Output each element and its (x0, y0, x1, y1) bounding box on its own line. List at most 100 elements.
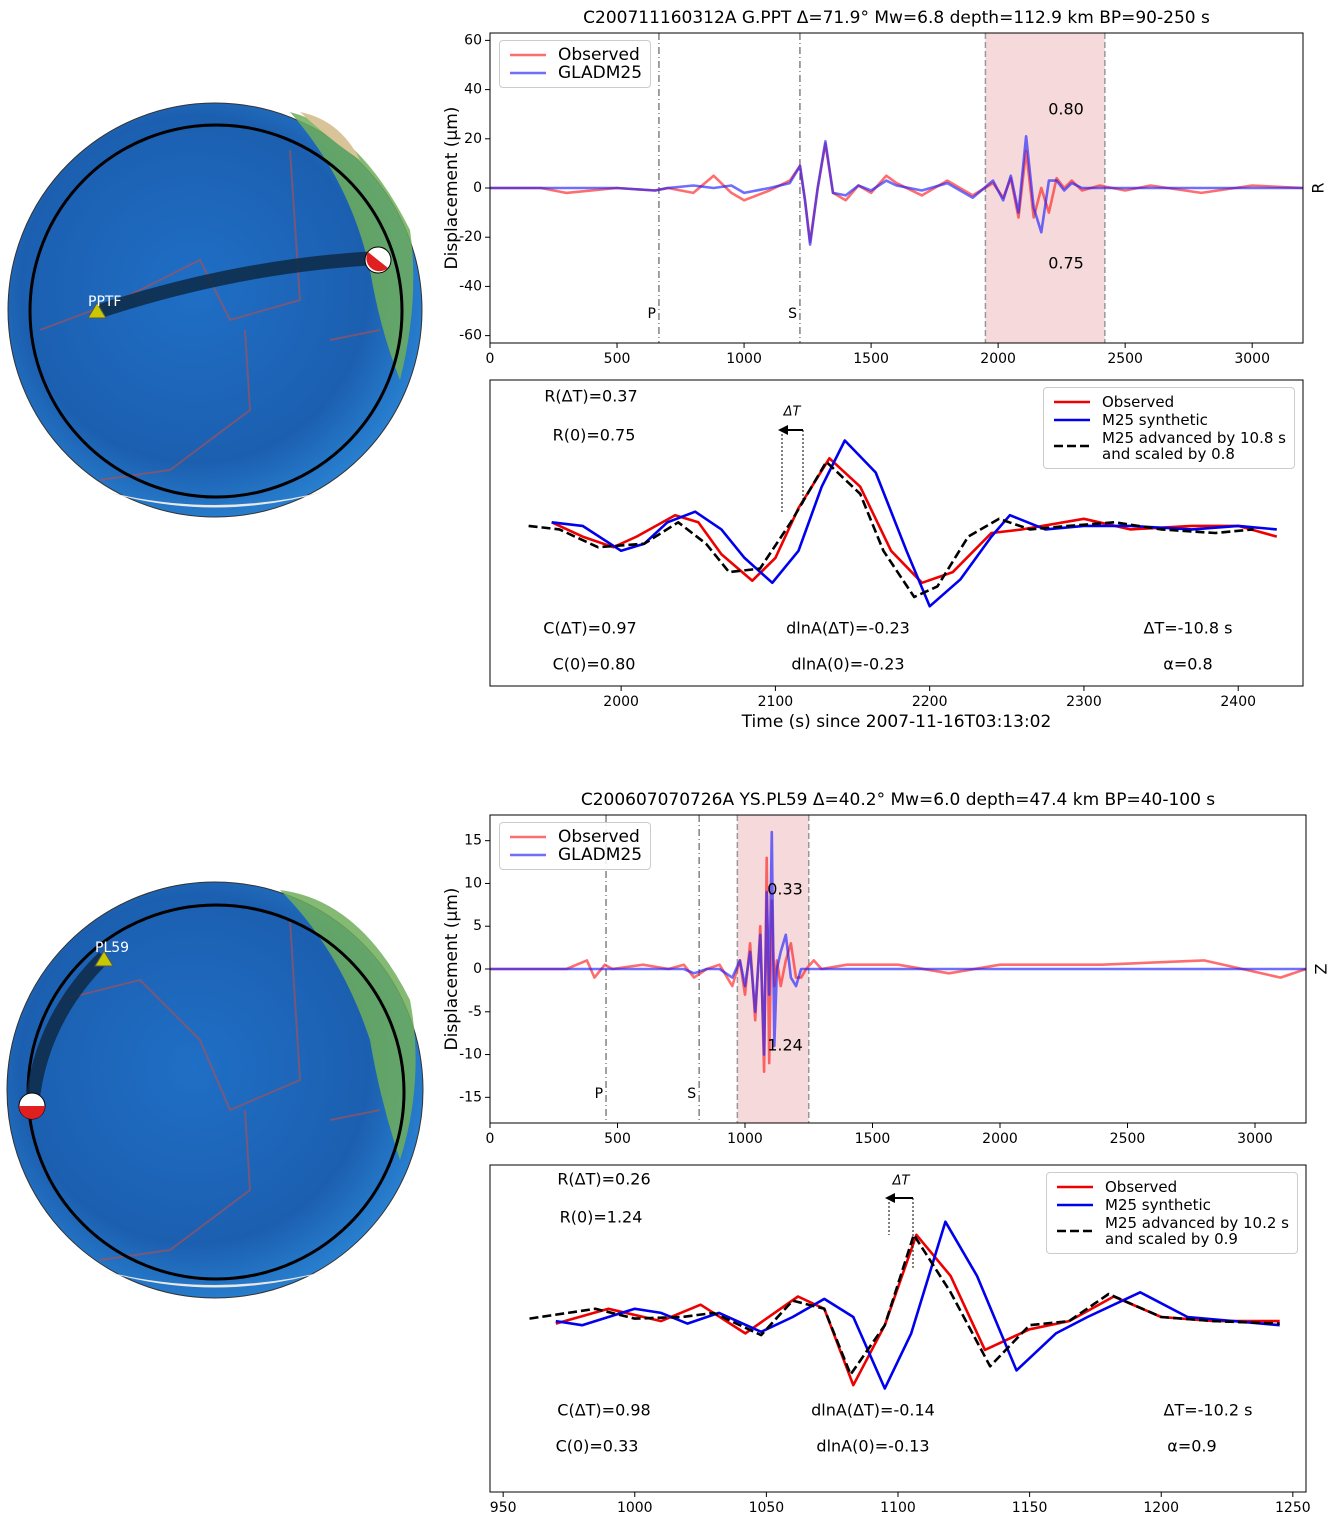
station-label: PPTF (88, 294, 122, 310)
legend: Observed M25 synthetic M25 advanced by 10.… (1043, 387, 1295, 469)
x-tick-label: 500 (604, 1131, 631, 1147)
legend-swatch (510, 53, 546, 57)
x-axis-label: Time (s) since 2007-11-16T03:13:02 (741, 712, 1052, 732)
globe-map: PPTF (7, 102, 423, 518)
y-tick-label: -20 (459, 229, 482, 245)
legend: Observed M25 synthetic M25 advanced by 10.… (1046, 1172, 1298, 1254)
x-tick-label: 500 (604, 351, 631, 367)
y-tick-label: 0 (473, 961, 482, 977)
legend-swatch (510, 71, 546, 75)
annotation: C(0)=0.33 (556, 1437, 639, 1456)
legend-label: Observed (558, 827, 640, 847)
x-tick-label: 2000 (982, 1131, 1018, 1147)
delta-t-arrowhead (885, 1193, 895, 1203)
legend-label: Observed (1102, 393, 1175, 411)
annotation: R(ΔT)=0.37 (544, 387, 637, 406)
annotation: ΔT (892, 1174, 911, 1189)
y-tick-label: 15 (464, 833, 482, 849)
legend-swatch (510, 835, 546, 839)
series-line (490, 135, 1303, 246)
y-tick-label: -60 (459, 328, 482, 344)
x-tick-label: 2300 (1066, 694, 1102, 710)
annotation: α=0.8 (1163, 655, 1212, 674)
x-tick-label: 1500 (855, 1131, 891, 1147)
x-tick-label: 1500 (853, 351, 889, 367)
annotation: α=0.9 (1167, 1437, 1216, 1456)
y-tick-label: 20 (464, 131, 482, 147)
phase-label: S (788, 306, 797, 322)
legend-entry: M25 synthetic (1052, 412, 1286, 428)
legend-entry: Observed (508, 47, 642, 64)
legend-swatch (1057, 1229, 1093, 1233)
annotation: 0.80 (1048, 100, 1084, 119)
series-line (555, 1220, 1280, 1390)
x-tick-label: 1100 (880, 1500, 916, 1515)
annotation: R(0)=1.24 (560, 1208, 643, 1227)
y-tick-label: -10 (459, 1047, 482, 1063)
x-tick-label: 1150 (1012, 1500, 1048, 1515)
legend: Observed GLADM25 (499, 822, 652, 870)
series-line (490, 856, 1306, 1073)
annotation: C(ΔT)=0.97 (543, 619, 636, 638)
series-line (551, 457, 1278, 585)
x-tick-label: 2500 (1107, 351, 1143, 367)
annotation: dlnA(0)=-0.23 (791, 655, 904, 674)
annotation: dlnA(ΔT)=-0.14 (811, 1401, 935, 1420)
legend-entry: GLADM25 (508, 65, 642, 82)
legend-label: Observed (1105, 1178, 1178, 1196)
legend: Observed GLADM25 (499, 40, 652, 88)
x-tick-label: 950 (490, 1500, 517, 1515)
legend-label: M25 synthetic (1105, 1196, 1211, 1214)
x-tick-label: 1250 (1275, 1500, 1311, 1515)
legend-label: M25 synthetic (1102, 411, 1208, 429)
y-tick-label: 40 (464, 82, 482, 98)
legend-entry: M25 advanced by 10.2 s and scaled by 0.9 (1055, 1215, 1289, 1247)
x-tick-label: 0 (486, 351, 495, 367)
y-tick-label: 10 (464, 875, 482, 891)
delta-t-arrowhead (778, 425, 788, 435)
legend-label: M25 advanced by 10.2 s and scaled by 0.9 (1105, 1214, 1289, 1248)
x-tick-label: 1200 (1143, 1500, 1179, 1515)
legend-swatch (510, 853, 546, 857)
series-line (490, 830, 1306, 1056)
component-label: R (1309, 182, 1328, 193)
x-tick-label: 2200 (912, 694, 948, 710)
chart-title: C200607070726A YS.PL59 Δ=40.2° Mw=6.0 de… (581, 790, 1215, 810)
annotation: R(0)=0.75 (553, 426, 636, 445)
legend-entry: Observed (1055, 1179, 1289, 1195)
y-tick-label: -15 (459, 1089, 482, 1105)
legend-entry: Observed (508, 827, 642, 847)
legend-entry: Observed (1052, 394, 1286, 410)
legend-swatch (1054, 400, 1090, 404)
annotation: ΔT=-10.8 s (1144, 619, 1233, 638)
legend-label: GLADM25 (558, 845, 643, 865)
annotation: dlnA(0)=-0.13 (816, 1437, 929, 1456)
y-tick-label: 5 (473, 918, 482, 934)
x-tick-label: 1000 (727, 1131, 763, 1147)
annotation: dlnA(ΔT)=-0.23 (786, 619, 910, 638)
x-tick-label: 1050 (749, 1500, 785, 1515)
component-label: Z (1312, 963, 1331, 974)
legend-swatch (1054, 418, 1090, 422)
legend-swatch (1057, 1185, 1093, 1189)
y-axis-label: Displacement (μm) (442, 107, 462, 270)
x-tick-label: 1000 (617, 1500, 653, 1515)
series-line (551, 439, 1277, 608)
x-tick-label: 1000 (726, 351, 762, 367)
x-tick-label: 2100 (758, 694, 794, 710)
annotation: 0.75 (1048, 254, 1084, 273)
legend-swatch (1054, 444, 1090, 448)
y-tick-label: -40 (459, 278, 482, 294)
series-line (490, 142, 1303, 244)
legend-swatch (1057, 1203, 1093, 1207)
legend-entry: M25 synthetic (1055, 1197, 1289, 1213)
annotation: C(0)=0.80 (553, 655, 636, 674)
legend-entry: GLADM25 (508, 845, 643, 865)
y-tick-label: 0 (473, 180, 482, 196)
x-tick-label: 3000 (1234, 351, 1270, 367)
x-tick-label: 2000 (980, 351, 1016, 367)
x-tick-label: 2500 (1110, 1131, 1146, 1147)
legend-label: M25 advanced by 10.8 s and scaled by 0.8 (1102, 429, 1286, 463)
axes-frame (489, 379, 1304, 687)
annotation: 1.24 (767, 1036, 803, 1055)
